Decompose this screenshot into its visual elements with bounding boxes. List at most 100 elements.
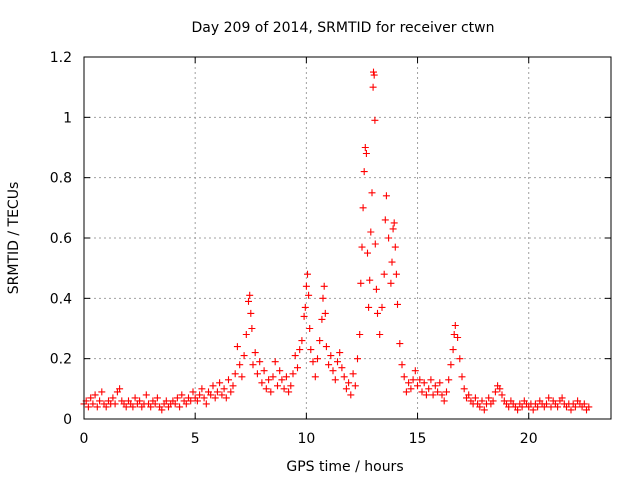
data-point	[362, 150, 370, 157]
data-point	[385, 234, 393, 242]
data-point	[485, 394, 493, 402]
data-point	[276, 367, 284, 375]
data-point	[176, 403, 184, 411]
data-point	[306, 325, 314, 332]
data-point	[325, 361, 333, 369]
data-point	[329, 367, 337, 375]
data-point	[418, 388, 426, 396]
data-point	[387, 279, 395, 287]
data-point	[222, 394, 230, 402]
data-point	[364, 249, 371, 257]
data-point	[422, 391, 430, 399]
data-point	[102, 403, 110, 411]
data-point	[260, 367, 268, 375]
y-tick-label: 0	[63, 412, 72, 428]
y-tick-label: 0.2	[50, 352, 72, 368]
data-point	[449, 346, 457, 354]
data-point	[543, 400, 550, 408]
data-point	[480, 406, 488, 414]
data-point	[196, 391, 204, 399]
data-point	[151, 400, 159, 408]
data-point	[87, 394, 95, 402]
y-tick-label: 0.6	[50, 231, 72, 247]
data-point	[142, 391, 150, 399]
data-point	[456, 355, 464, 363]
data-point	[440, 397, 448, 405]
data-point	[220, 385, 228, 393]
y-axis-label: SRMTID / TECUs	[6, 182, 22, 295]
data-point	[304, 270, 311, 278]
data-point	[382, 192, 390, 200]
data-point	[398, 361, 406, 369]
data-point	[327, 352, 335, 360]
data-point	[476, 403, 484, 411]
data-point	[489, 397, 497, 405]
data-point	[153, 394, 161, 402]
data-point	[318, 315, 326, 323]
data-point	[178, 391, 186, 399]
data-point	[282, 373, 290, 381]
data-point	[391, 243, 399, 251]
data-point	[301, 303, 309, 311]
data-point	[349, 370, 357, 378]
data-point	[554, 403, 562, 411]
data-point	[227, 388, 235, 396]
data-point	[280, 385, 288, 393]
y-tick-label: 0.8	[50, 171, 72, 187]
data-point	[342, 385, 350, 393]
data-point	[319, 294, 327, 302]
data-point	[491, 388, 499, 396]
data-point	[247, 309, 255, 317]
data-point	[411, 367, 419, 375]
data-point	[245, 297, 252, 305]
data-point	[347, 391, 355, 399]
data-point	[471, 394, 479, 402]
data-point	[558, 394, 566, 402]
data-point	[296, 346, 304, 354]
data-point	[429, 391, 437, 399]
data-point	[425, 385, 433, 393]
data-point	[409, 376, 417, 384]
data-point	[454, 334, 462, 341]
data-point	[374, 309, 381, 317]
data-point	[131, 394, 139, 402]
data-point	[371, 240, 379, 248]
grid-lines	[84, 57, 611, 419]
data-point	[305, 291, 313, 299]
data-point	[213, 388, 221, 396]
data-point	[225, 376, 232, 384]
data-point	[380, 270, 388, 278]
data-point	[368, 189, 376, 197]
y-tick-label: 1.2	[50, 50, 72, 66]
data-point	[200, 394, 208, 402]
data-point	[202, 400, 210, 408]
data-point	[298, 337, 306, 345]
data-point	[265, 376, 273, 384]
data-point	[209, 382, 217, 390]
data-point	[354, 355, 361, 363]
data-point	[218, 391, 226, 399]
data-point	[242, 331, 250, 338]
data-point	[269, 373, 277, 381]
data-point	[451, 322, 459, 329]
x-tick-label: 5	[191, 431, 200, 447]
data-point	[378, 303, 386, 311]
data-point	[356, 331, 364, 338]
data-point	[211, 394, 219, 402]
data-point	[365, 303, 373, 311]
data-point	[402, 388, 410, 396]
data-point	[416, 376, 424, 384]
data-point	[407, 385, 415, 393]
data-point	[314, 355, 321, 363]
data-point	[248, 325, 256, 332]
y-tick-label: 0.4	[50, 291, 72, 307]
data-point	[129, 403, 137, 411]
data-point	[334, 358, 341, 366]
data-point	[431, 382, 439, 390]
data-point	[388, 258, 396, 266]
data-point	[518, 403, 526, 411]
data-point	[287, 382, 295, 390]
data-point	[390, 219, 398, 227]
data-point	[478, 397, 486, 405]
